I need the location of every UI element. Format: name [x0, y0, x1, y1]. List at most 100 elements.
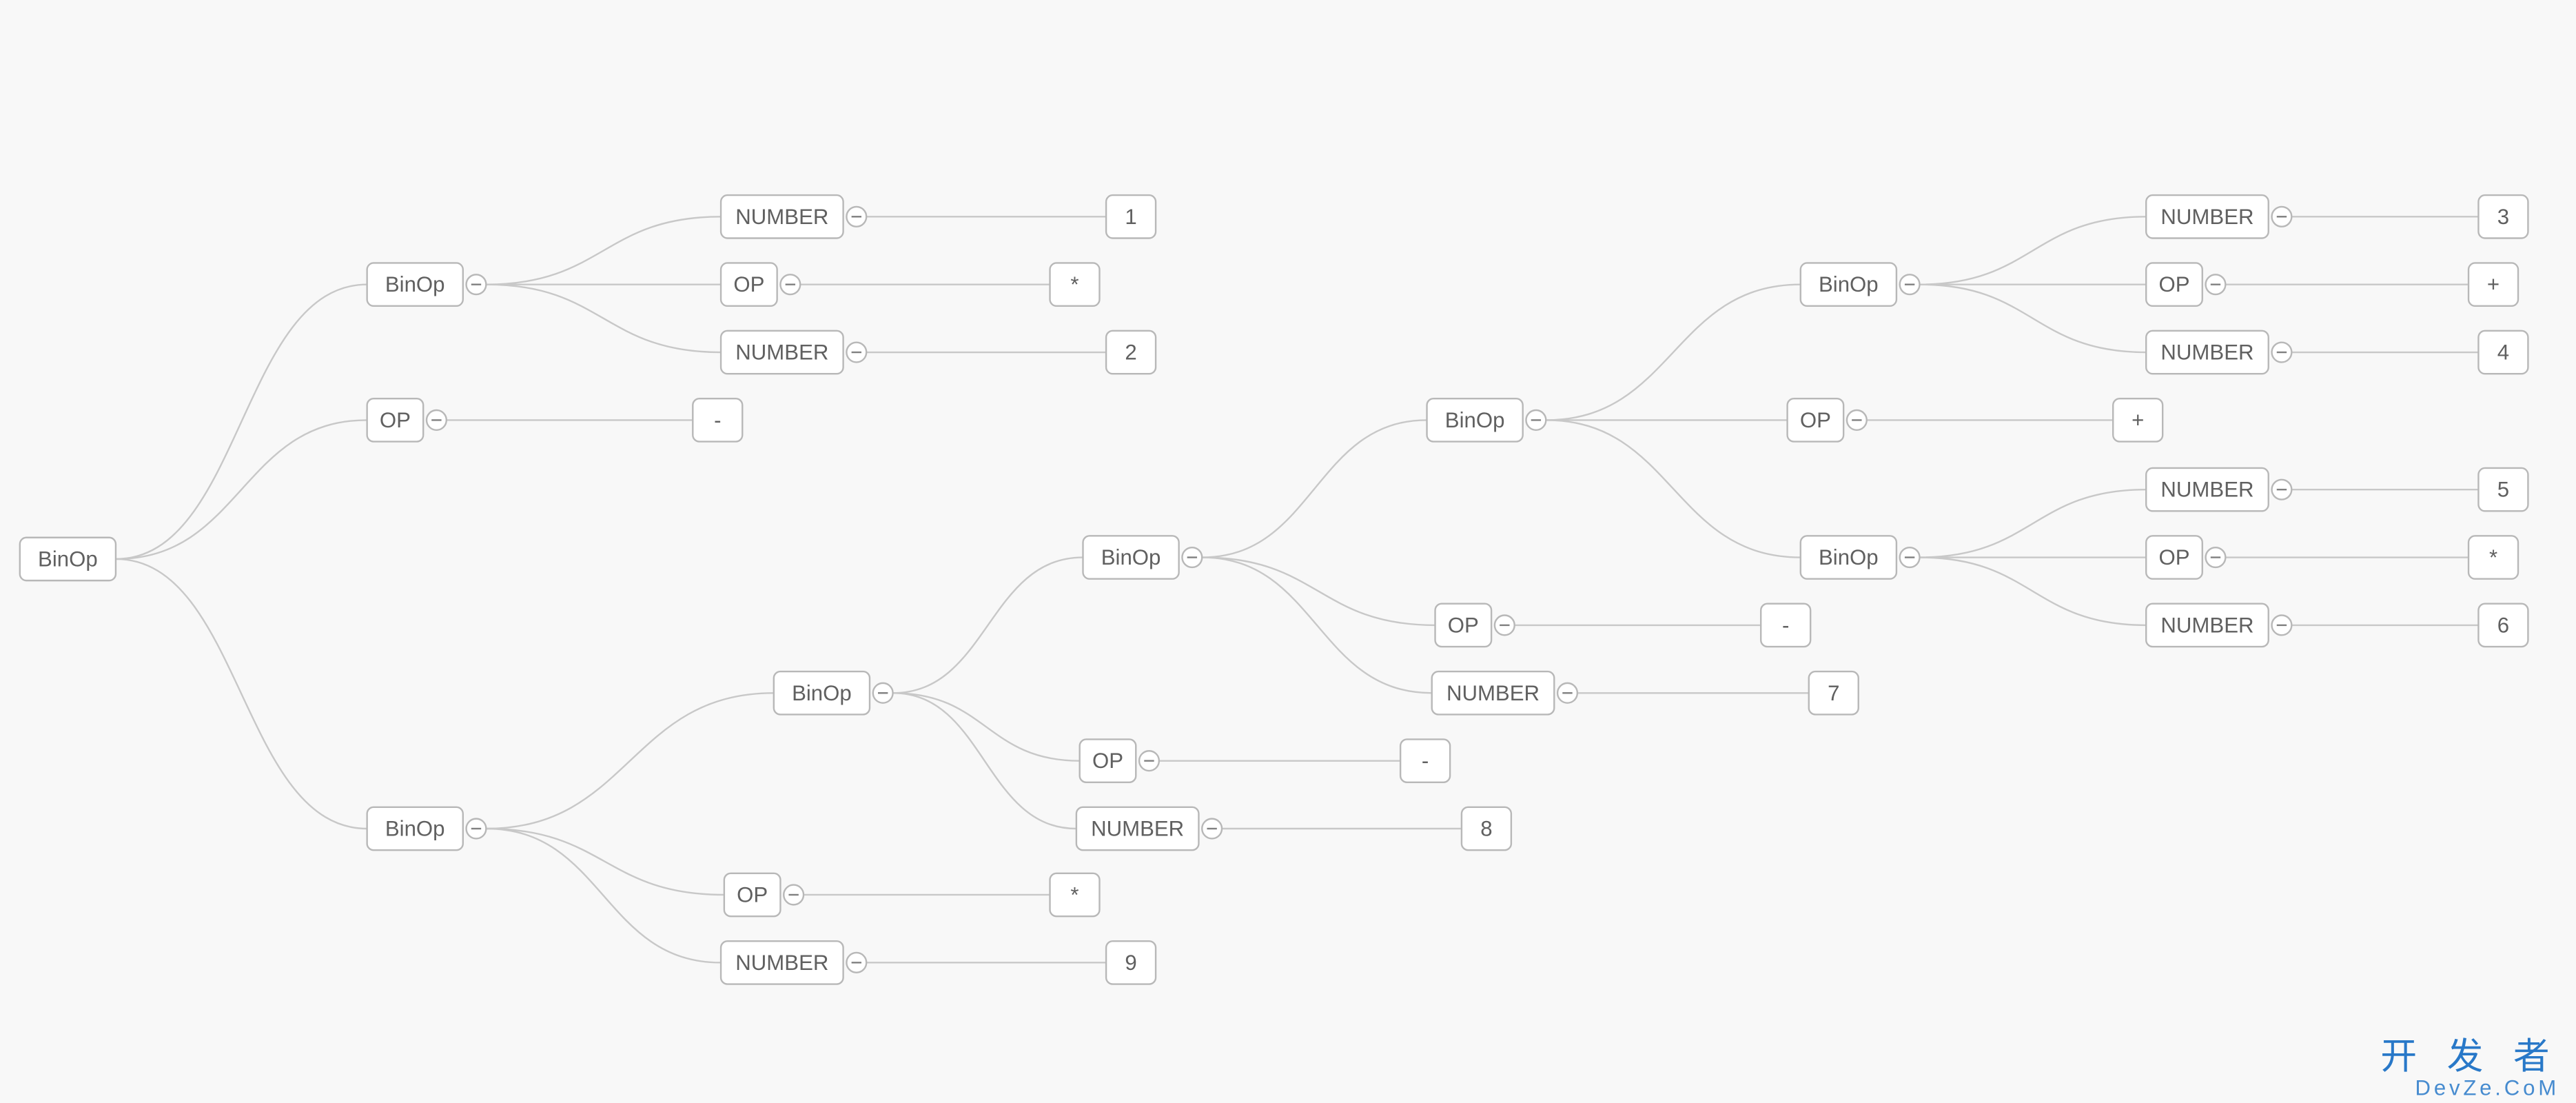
- tree-node[interactable]: NUMBER: [721, 331, 866, 374]
- nodes-layer: BinOp BinOp NUMBER 1 OP * NUMBER 2 OP - BinOp BinOp…: [20, 195, 2528, 984]
- tree-node[interactable]: NUMBER: [1076, 807, 1222, 850]
- node-label: NUMBER: [2160, 478, 2253, 502]
- node-label: OP: [1092, 749, 1123, 773]
- node-label: NUMBER: [2160, 205, 2253, 229]
- tree-edge: [1920, 285, 2147, 352]
- tree-edge: [486, 829, 724, 895]
- tree-node[interactable]: *: [2468, 536, 2518, 578]
- node-label: NUMBER: [735, 341, 828, 365]
- watermark-main: 开 发 者: [2380, 1036, 2559, 1077]
- tree-edge: [486, 829, 721, 962]
- node-label: NUMBER: [1091, 817, 1184, 841]
- tree-node[interactable]: NUMBER: [2146, 331, 2291, 374]
- tree-edge: [1202, 558, 1435, 625]
- tree-diagram: BinOp BinOp NUMBER 1 OP * NUMBER 2 OP - BinOp BinOp…: [0, 0, 2576, 1103]
- tree-edge: [486, 285, 721, 352]
- tree-node[interactable]: OP: [1788, 398, 1867, 441]
- node-label: 5: [2497, 478, 2509, 502]
- tree-edge: [486, 216, 721, 284]
- tree-edge: [116, 420, 367, 559]
- node-label: BinOp: [1819, 545, 1879, 569]
- tree-node[interactable]: 5: [2478, 468, 2528, 511]
- tree-node[interactable]: BinOp: [1801, 263, 1920, 305]
- node-label: OP: [737, 882, 768, 907]
- node-label: 1: [1125, 205, 1136, 229]
- tree-edge: [893, 693, 1076, 829]
- node-label: 6: [2497, 613, 2509, 637]
- tree-node[interactable]: NUMBER: [721, 195, 866, 238]
- node-label: OP: [733, 272, 764, 296]
- tree-edge: [1546, 420, 1800, 557]
- tree-node[interactable]: OP: [2146, 263, 2225, 305]
- tree-node[interactable]: OP: [724, 873, 804, 916]
- node-label: 7: [1828, 681, 1839, 705]
- tree-node[interactable]: OP: [2146, 536, 2225, 578]
- node-label: BinOp: [1445, 408, 1505, 432]
- node-label: NUMBER: [735, 205, 828, 229]
- node-label: NUMBER: [1447, 681, 1540, 705]
- node-label: 2: [1125, 341, 1136, 365]
- tree-edge: [116, 559, 367, 829]
- tree-node[interactable]: NUMBER: [2146, 195, 2291, 238]
- tree-node[interactable]: 2: [1106, 331, 1156, 374]
- node-label: +: [2132, 408, 2144, 432]
- node-label: *: [2489, 545, 2497, 569]
- tree-node[interactable]: 6: [2478, 604, 2528, 647]
- node-label: 8: [1480, 817, 1492, 841]
- edges-layer: [116, 216, 2478, 962]
- node-label: BinOp: [385, 272, 445, 296]
- tree-node[interactable]: BinOp: [1083, 536, 1202, 578]
- tree-edge: [893, 693, 1080, 760]
- node-label: NUMBER: [735, 951, 828, 975]
- tree-node[interactable]: BinOp: [367, 807, 487, 850]
- watermark-sub: DevZe.CoM: [2415, 1075, 2559, 1100]
- tree-node[interactable]: BinOp: [367, 263, 487, 305]
- node-label: -: [1422, 749, 1429, 773]
- tree-node[interactable]: OP: [1435, 604, 1515, 647]
- tree-node[interactable]: 3: [2478, 195, 2528, 238]
- tree-edge: [1202, 420, 1427, 557]
- node-label: BinOp: [385, 817, 445, 841]
- tree-node[interactable]: 1: [1106, 195, 1156, 238]
- tree-node[interactable]: BinOp: [774, 671, 893, 714]
- node-label: NUMBER: [2160, 613, 2253, 637]
- node-label: *: [1070, 882, 1079, 907]
- node-label: *: [1070, 272, 1079, 296]
- tree-node[interactable]: BinOp: [1427, 398, 1546, 441]
- tree-node[interactable]: 8: [1462, 807, 1511, 850]
- tree-node[interactable]: OP: [721, 263, 800, 305]
- node-label: -: [714, 408, 721, 432]
- tree-edge: [1920, 216, 2147, 284]
- tree-edge: [1202, 558, 1431, 694]
- tree-node[interactable]: -: [693, 398, 742, 441]
- tree-edge: [116, 285, 367, 559]
- tree-node[interactable]: NUMBER: [1432, 671, 1577, 714]
- tree-node[interactable]: 9: [1106, 941, 1156, 984]
- node-label: OP: [380, 408, 411, 432]
- node-label: +: [2487, 272, 2500, 296]
- tree-node[interactable]: BinOp: [20, 538, 116, 580]
- tree-edge: [1920, 558, 2147, 625]
- node-label: 4: [2497, 341, 2509, 365]
- tree-node[interactable]: -: [1761, 604, 1810, 647]
- tree-node[interactable]: NUMBER: [2146, 604, 2291, 647]
- tree-node[interactable]: NUMBER: [721, 941, 866, 984]
- tree-edge: [893, 558, 1083, 694]
- node-label: OP: [1448, 613, 1479, 637]
- tree-node[interactable]: 7: [1809, 671, 1859, 714]
- tree-node[interactable]: OP: [367, 398, 447, 441]
- node-label: BinOp: [1101, 545, 1161, 569]
- tree-node[interactable]: 4: [2478, 331, 2528, 374]
- tree-node[interactable]: OP: [1080, 739, 1159, 782]
- tree-node[interactable]: +: [2113, 398, 2163, 441]
- node-label: NUMBER: [2160, 341, 2253, 365]
- tree-node[interactable]: BinOp: [1801, 536, 1920, 578]
- tree-edge: [1920, 489, 2147, 557]
- tree-node[interactable]: -: [1400, 739, 1450, 782]
- tree-node[interactable]: +: [2468, 263, 2518, 305]
- tree-node[interactable]: *: [1050, 263, 1100, 305]
- tree-node[interactable]: NUMBER: [2146, 468, 2291, 511]
- tree-edge: [486, 693, 773, 829]
- node-label: BinOp: [38, 547, 98, 571]
- tree-node[interactable]: *: [1050, 873, 1100, 916]
